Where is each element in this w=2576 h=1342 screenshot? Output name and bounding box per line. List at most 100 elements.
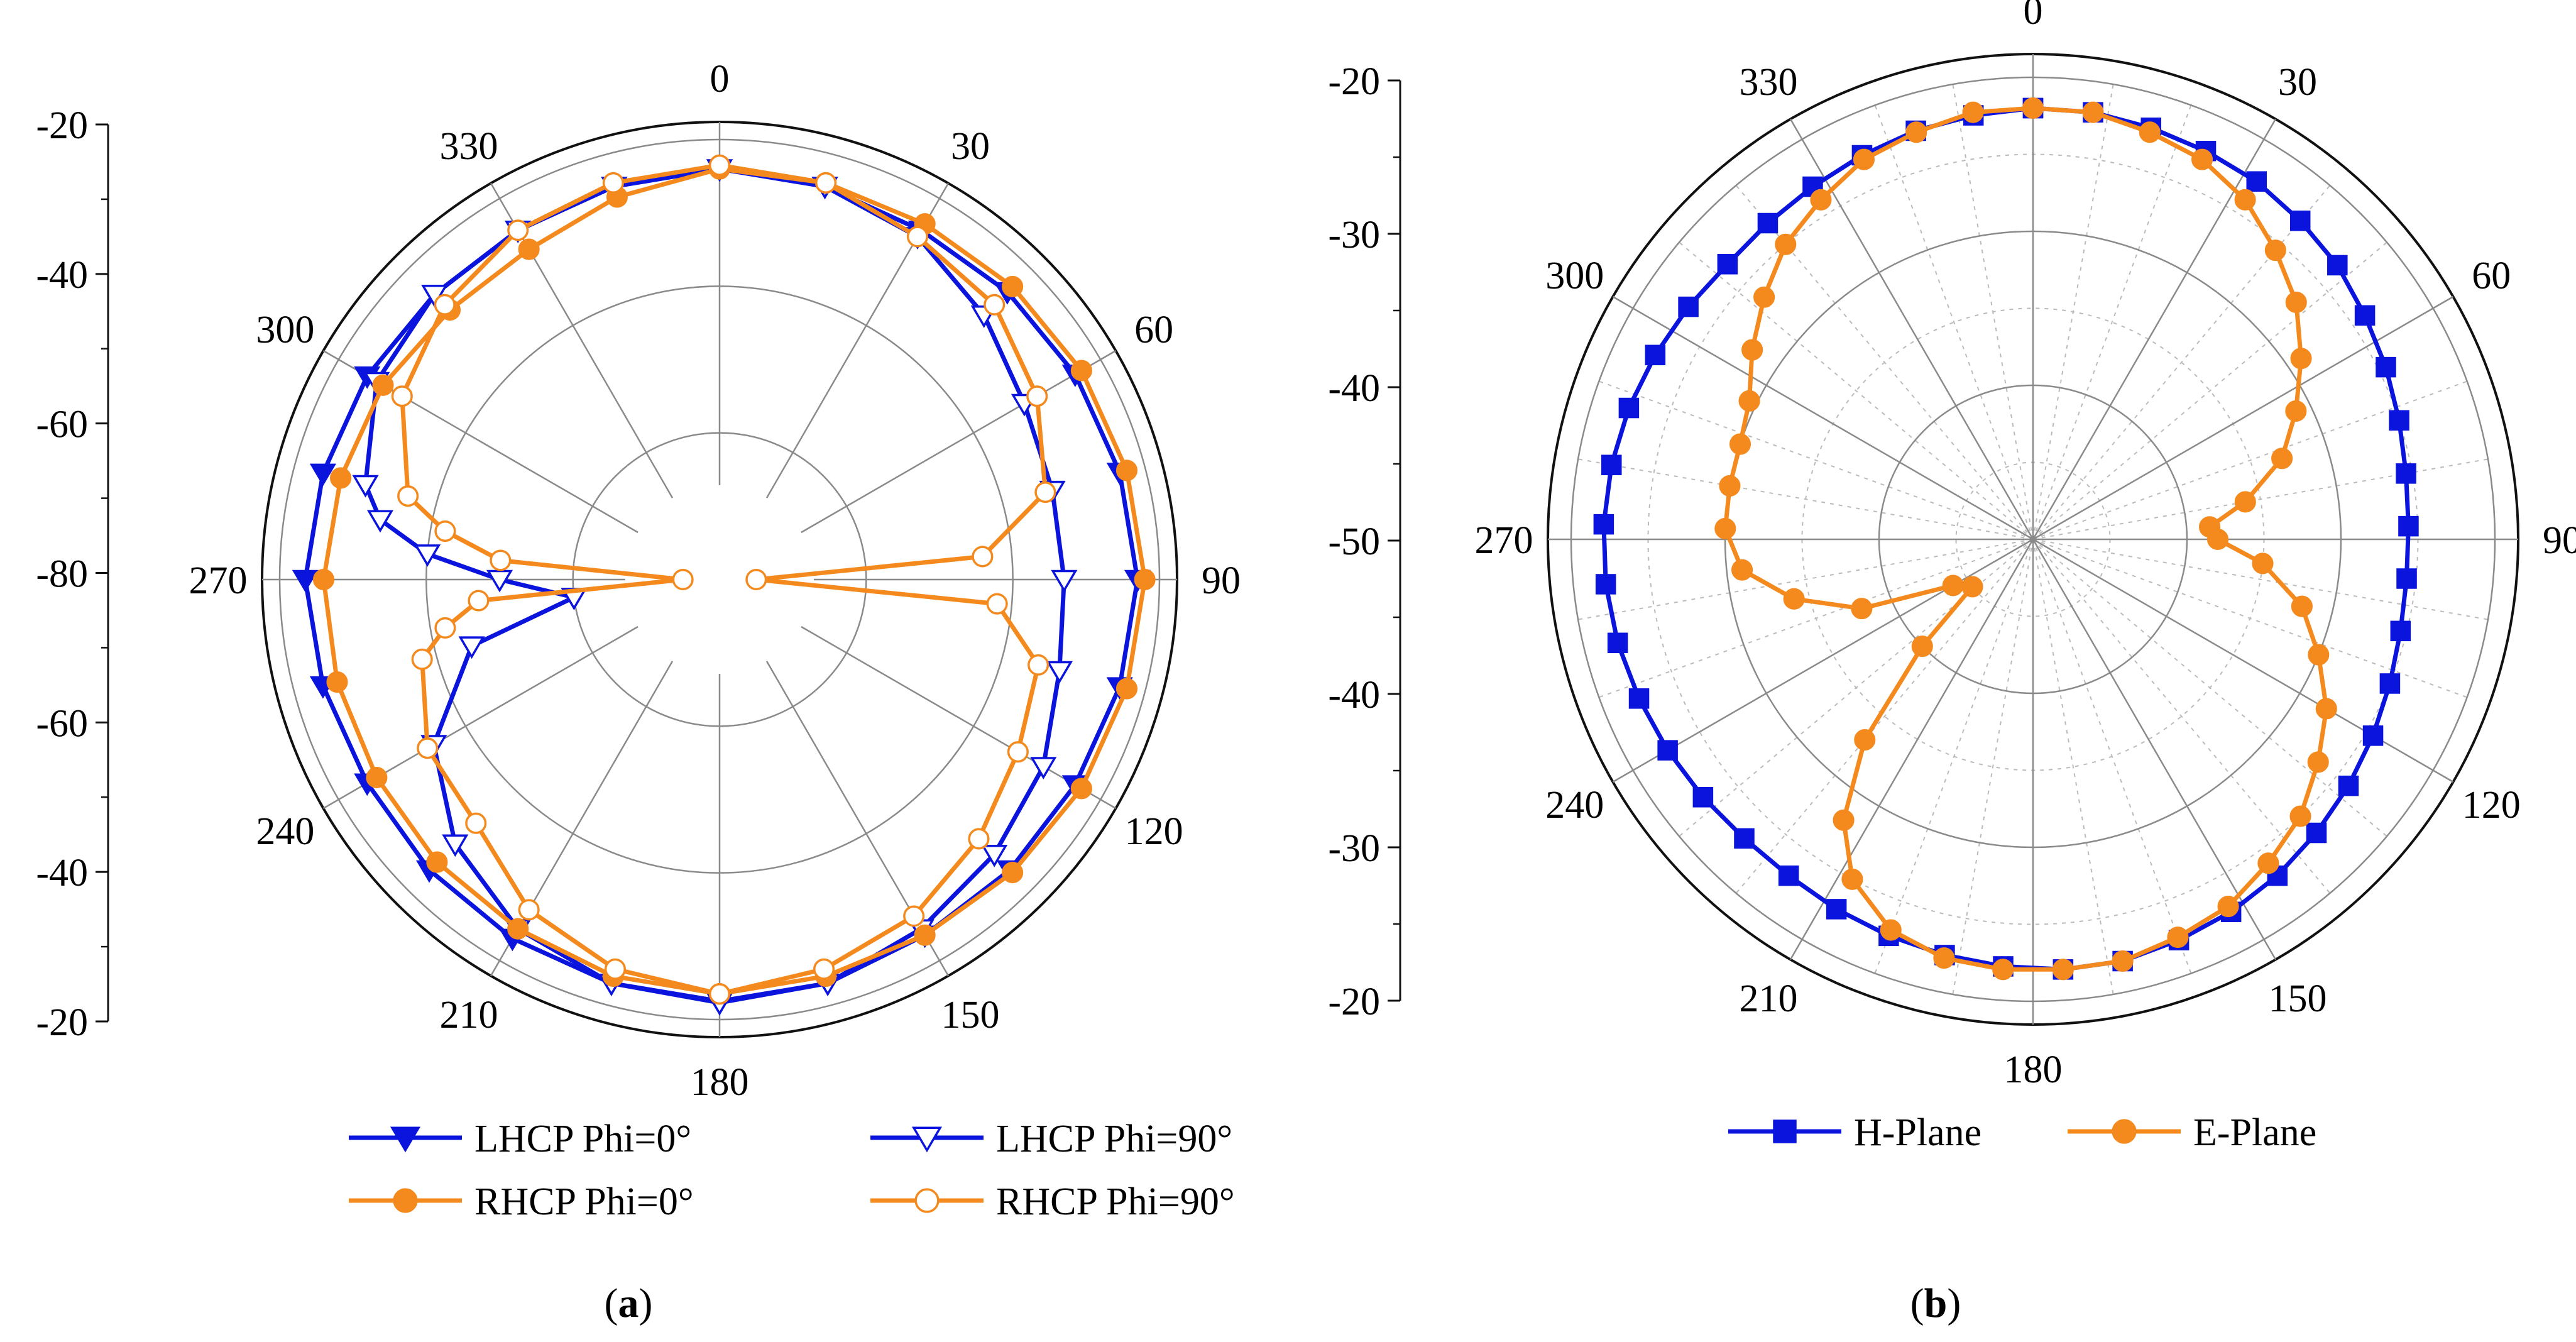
grid-spoke [2032, 295, 2454, 541]
minor-grid-spoke [1735, 185, 2034, 540]
data-point-lhcp-phi-90 [1046, 661, 1073, 684]
data-point-e-plane [2112, 950, 2134, 972]
data-point-e-plane [1851, 598, 1873, 620]
angle-label: 30 [2278, 61, 2317, 104]
angle-label: 180 [2004, 1048, 2063, 1091]
data-point-e-plane [2234, 189, 2256, 211]
radial-axis-label: -20 [1328, 981, 1380, 1023]
data-point-h-plane [1645, 344, 1666, 366]
legend-marker [1773, 1119, 1797, 1143]
data-point-h-plane [2396, 463, 2416, 484]
minor-grid-spoke [2032, 539, 2114, 995]
radial-axis-label: -40 [36, 852, 88, 894]
data-point-h-plane [1734, 828, 1755, 849]
data-point-e-plane [1880, 919, 1902, 941]
radial-axis-label: -50 [1328, 520, 1380, 563]
data-point-rhcp-phi-90 [391, 385, 413, 407]
data-point-rhcp-phi-0 [507, 918, 529, 940]
grid-spoke [1612, 295, 2034, 541]
legend-label: RHCP Phi=90° [996, 1180, 1235, 1223]
angle-label: 180 [691, 1061, 749, 1104]
data-point-rhcp-phi-90 [434, 294, 456, 316]
legend-entry-rhcp-phi-90: RHCP Phi=90° [870, 1180, 1235, 1223]
data-point-rhcp-phi-0 [914, 924, 936, 946]
minor-grid-spoke [2032, 185, 2331, 540]
data-point-e-plane [1833, 809, 1855, 831]
data-point-e-plane [2271, 448, 2293, 470]
data-point-rhcp-phi-90 [434, 617, 456, 639]
data-point-e-plane [2308, 644, 2330, 666]
radial-axis-label: -20 [36, 1001, 88, 1044]
angle-label: 330 [1740, 61, 1798, 104]
data-point-rhcp-phi-90 [411, 648, 433, 670]
data-point-rhcp-phi-90 [745, 568, 767, 591]
data-point-e-plane [2234, 491, 2256, 513]
data-point-rhcp-phi-90 [972, 546, 994, 568]
data-point-lhcp-phi-0 [292, 569, 319, 593]
data-point-e-plane [1729, 433, 1751, 455]
data-point-h-plane [2379, 673, 2401, 694]
data-point-rhcp-phi-90 [906, 226, 929, 248]
data-point-rhcp-phi-0 [330, 467, 352, 489]
data-point-e-plane [2052, 959, 2074, 981]
angle-label: 240 [256, 810, 314, 853]
data-point-lhcp-phi-90 [486, 569, 513, 593]
caption-b: (b) [1910, 1280, 1961, 1326]
radial-axis-label: -20 [36, 104, 88, 147]
radial-axis-label: -40 [1328, 367, 1380, 410]
data-point-e-plane [2285, 400, 2307, 422]
legend-marker [393, 1188, 418, 1213]
data-point-rhcp-phi-90 [1028, 654, 1050, 676]
legend-marker [911, 1126, 943, 1153]
data-point-e-plane [1961, 576, 1983, 598]
data-point-e-plane [1905, 121, 1927, 143]
data-point-rhcp-phi-0 [518, 238, 540, 260]
data-point-e-plane [1933, 947, 1955, 969]
data-point-lhcp-phi-90 [366, 510, 394, 533]
minor-grid-spoke [1577, 458, 2034, 540]
data-point-rhcp-phi-90 [434, 520, 456, 542]
data-point-e-plane [2082, 101, 2104, 123]
minor-grid-spoke [1598, 380, 2034, 540]
data-point-rhcp-phi-90 [1026, 385, 1048, 407]
panel-b: 0 30 60 90 120 150 180 210 240 270 300 330 -20 -30 -40… [1328, 0, 2576, 1154]
legend-label: E-Plane [2193, 1111, 2316, 1154]
data-point-h-plane [1757, 212, 1779, 234]
angle-label: 0 [2024, 0, 2043, 33]
data-point-rhcp-phi-0 [312, 568, 335, 591]
data-point-h-plane [1618, 397, 1640, 419]
data-point-rhcp-phi-90 [507, 219, 529, 241]
data-point-rhcp-phi-90 [813, 958, 835, 980]
minor-grid-spoke [1874, 104, 2034, 540]
minor-grid-spoke [2032, 84, 2114, 540]
data-point-h-plane [2289, 211, 2311, 231]
data-point-rhcp-phi-90 [708, 983, 731, 1005]
data-point-e-plane [1719, 475, 1741, 497]
legend-label: RHCP Phi=0° [474, 1180, 694, 1223]
data-point-h-plane [1607, 632, 1628, 654]
minor-grid-spoke [1874, 539, 2034, 974]
data-point-rhcp-phi-0 [372, 374, 394, 396]
angle-label: 300 [1545, 255, 1604, 297]
data-point-h-plane [2362, 725, 2384, 746]
legend-marker [2112, 1119, 2137, 1144]
data-point-rhcp-phi-0 [326, 671, 348, 693]
data-point-rhcp-phi-0 [1115, 678, 1138, 700]
data-point-rhcp-phi-90 [518, 899, 540, 921]
radial-axis-label: -80 [36, 553, 88, 596]
radial-axis-label: -60 [36, 404, 88, 446]
minor-grid-spoke [2032, 539, 2468, 698]
data-point-e-plane [1854, 729, 1876, 751]
data-point-e-plane [1962, 101, 1984, 123]
minor-grid-spoke [2032, 458, 2489, 540]
series-rhcp-phi-90 [391, 154, 1056, 1005]
data-point-rhcp-phi-90 [1007, 741, 1029, 763]
panel-a: 0 30 60 90 120 150 180 210 240 270 300 330 -20 -40 -60… [36, 58, 1241, 1223]
legend-entry-h-plane: H-Plane [1728, 1111, 1981, 1154]
data-point-rhcp-phi-90 [397, 485, 419, 507]
data-point-rhcp-phi-90 [986, 593, 1008, 615]
angle-label: 150 [2269, 977, 2327, 1020]
data-point-h-plane [2376, 356, 2396, 378]
data-point-lhcp-phi-90 [458, 636, 485, 659]
